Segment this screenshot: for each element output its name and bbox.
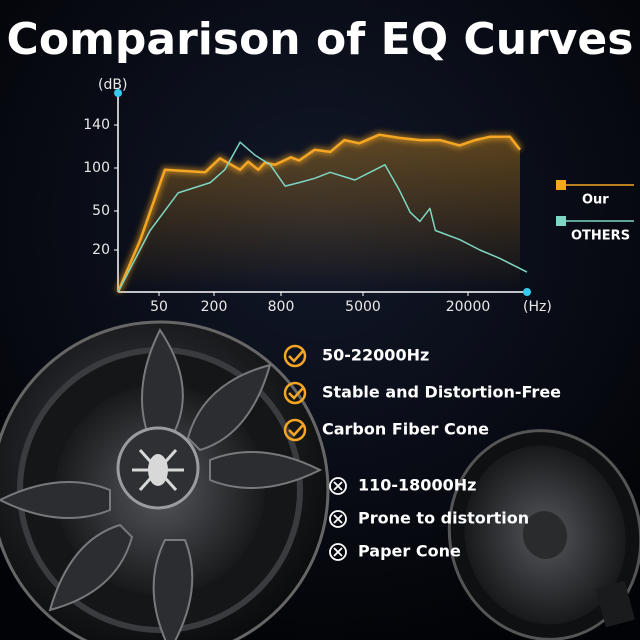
- x-tick-label: 20000: [446, 299, 491, 315]
- cross-mark: [333, 481, 343, 491]
- chart-title: Comparison of EQ Curves: [7, 14, 634, 65]
- y-axis-label: (dB): [98, 77, 127, 93]
- x-tick-label: 200: [201, 299, 228, 315]
- cross-icon: [329, 510, 347, 528]
- series-line: [117, 141, 528, 293]
- x-tick-label: 50: [150, 299, 168, 315]
- feature-others: 110-18000Hz: [358, 476, 476, 495]
- feature-others: Prone to distortion: [358, 509, 529, 528]
- feature-ours: 50-22000Hz: [322, 346, 429, 365]
- check-icon: [283, 381, 307, 405]
- check-circle: [283, 381, 307, 405]
- check-mark: [288, 350, 304, 363]
- check-icon: [283, 344, 307, 368]
- cross-mark: [333, 514, 343, 524]
- x-axis-label: (Hz): [523, 299, 552, 315]
- cross-circle: [329, 477, 347, 495]
- check-mark: [288, 424, 304, 437]
- y-tick-label: 50: [92, 203, 110, 219]
- x-tick-label: 5000: [345, 299, 381, 315]
- legend-label: Our: [582, 193, 609, 208]
- legend-swatch: [556, 216, 566, 226]
- cross-circle: [329, 510, 347, 528]
- cross-circle: [329, 543, 347, 561]
- check-circle: [283, 344, 307, 368]
- axis-dot: [523, 288, 531, 296]
- x-tick-label: 800: [268, 299, 295, 315]
- cross-mark: [333, 547, 343, 557]
- check-icon: [283, 418, 307, 442]
- feature-ours: Carbon Fiber Cone: [322, 420, 489, 439]
- legend-swatch: [556, 180, 566, 190]
- speaker-ours: [0, 320, 330, 640]
- check-mark: [288, 387, 304, 400]
- check-circle: [283, 418, 307, 442]
- y-tick-label: 20: [92, 242, 110, 258]
- speaker-others: [447, 429, 640, 640]
- cross-icon: [329, 477, 347, 495]
- feature-others: Paper Cone: [358, 542, 461, 561]
- axis-dot: [114, 89, 122, 97]
- feature-ours: Stable and Distortion-Free: [322, 383, 561, 402]
- legend-label: OTHERS: [571, 229, 630, 244]
- area-glow: [118, 134, 521, 292]
- y-tick-label: 140: [83, 117, 110, 133]
- y-tick-label: 100: [83, 160, 110, 176]
- series-line: [116, 133, 521, 293]
- cross-icon: [329, 543, 347, 561]
